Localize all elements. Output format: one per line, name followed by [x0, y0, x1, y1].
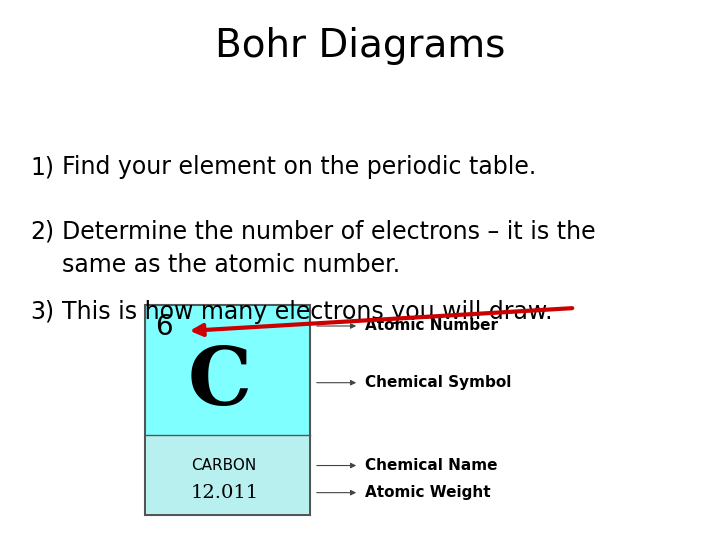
Bar — [146, 435, 309, 514]
Text: Atomic Number: Atomic Number — [365, 319, 498, 334]
Text: Determine the number of electrons – it is the
same as the atomic number.: Determine the number of electrons – it i… — [62, 220, 595, 278]
Text: 3): 3) — [30, 300, 54, 324]
Bar — [145, 435, 310, 515]
Text: Atomic Weight: Atomic Weight — [365, 485, 490, 500]
Text: C: C — [187, 343, 251, 422]
Text: Find your element on the periodic table.: Find your element on the periodic table. — [62, 155, 536, 179]
Text: 12.011: 12.011 — [190, 484, 258, 502]
Text: Chemical Symbol: Chemical Symbol — [365, 375, 511, 390]
Text: CARBON: CARBON — [192, 458, 257, 473]
Bar — [145, 305, 310, 515]
Text: This is how many electrons you will draw.: This is how many electrons you will draw… — [62, 300, 552, 324]
Text: 1): 1) — [30, 155, 54, 179]
Text: Chemical Name: Chemical Name — [365, 458, 498, 473]
Text: 6: 6 — [155, 313, 173, 341]
Text: Bohr Diagrams: Bohr Diagrams — [215, 27, 505, 65]
Text: 2): 2) — [30, 220, 54, 244]
